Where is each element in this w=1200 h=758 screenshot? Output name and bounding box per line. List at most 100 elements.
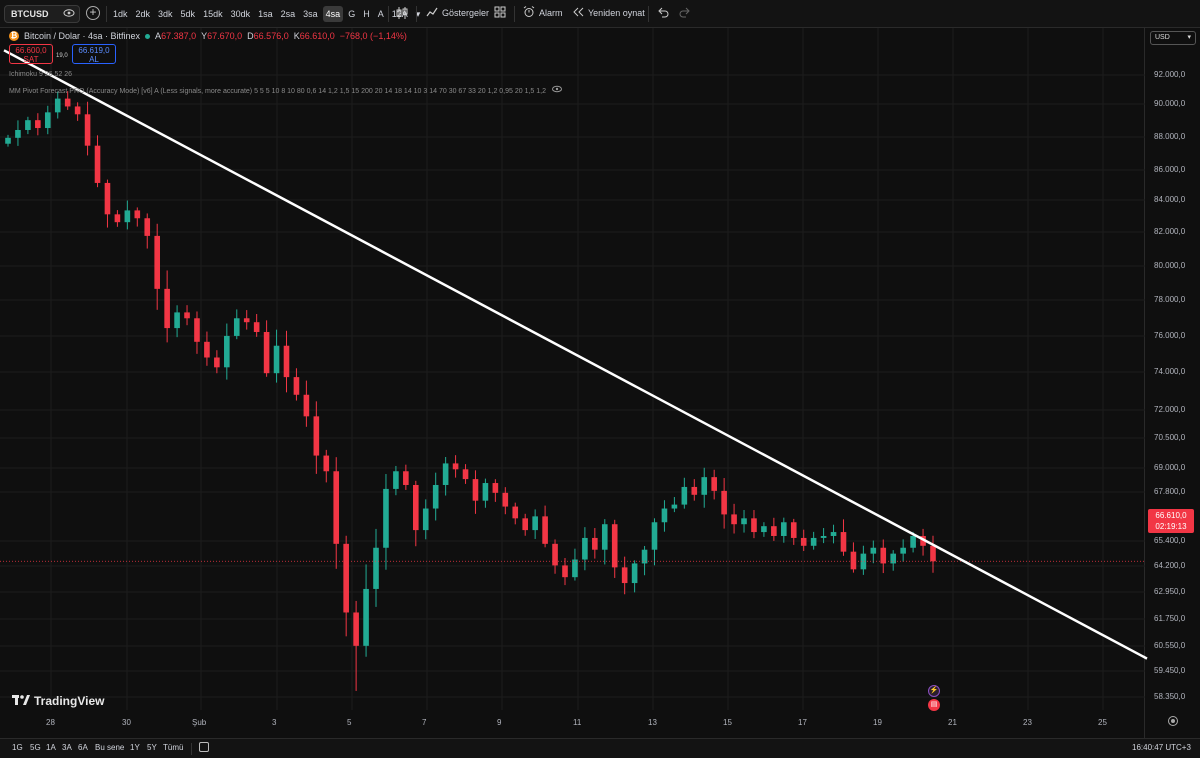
candle-body (800, 537, 807, 546)
indicator-pivot-forecast[interactable]: MM Pivot Forecast PRO (Accuracy Mode) [v… (9, 85, 562, 95)
candle-body (701, 477, 708, 495)
candle-body (64, 98, 71, 107)
price-tick-label: 59.450,0 (1154, 666, 1186, 675)
eye-icon[interactable] (63, 8, 75, 20)
interval-A[interactable]: A (377, 9, 384, 19)
interval-3dk[interactable]: 3dk (158, 9, 173, 19)
close-key: K (293, 31, 300, 41)
candle-body (353, 612, 359, 646)
candle-body (761, 526, 767, 533)
open-key: A (155, 31, 162, 41)
indicators-button[interactable]: Göstergeler (442, 8, 490, 18)
candle-body (74, 106, 81, 115)
range-3[interactable]: 3A (62, 743, 72, 752)
interval-dropdown-icon[interactable]: ▾ (415, 8, 421, 19)
interval-G[interactable]: G (348, 9, 356, 19)
candle-body (880, 547, 887, 564)
range-6[interactable]: 1Y (130, 743, 140, 752)
interval-2dk[interactable]: 2dk (135, 9, 151, 19)
interval-30dk[interactable]: 30dk (230, 9, 251, 19)
candle-body (442, 463, 449, 485)
indicator-ichimoku[interactable]: Ichimoku 9 26 52 26 (9, 71, 73, 78)
interval-1sa[interactable]: 1sa (258, 9, 273, 19)
candle-body (671, 504, 678, 509)
range-2[interactable]: 1A (46, 743, 56, 752)
eye-icon[interactable] (551, 85, 562, 95)
time-tick-label: 23 (1023, 718, 1032, 727)
range-5[interactable]: Bu sene (95, 743, 125, 752)
price-tick-label: 76.000,0 (1154, 331, 1186, 340)
date-range-icon[interactable] (199, 742, 209, 752)
interval-5dk[interactable]: 5dk (180, 9, 196, 19)
candle-body (273, 345, 280, 374)
candle-body (54, 98, 61, 113)
interval-2sa[interactable]: 2sa (280, 9, 296, 19)
us-economic-event-icon[interactable]: ▤ (928, 699, 940, 711)
range-4[interactable]: 6A (78, 743, 88, 752)
add-symbol-icon[interactable]: + (86, 6, 100, 20)
interval-H[interactable]: H (363, 9, 370, 19)
candle-type-icon[interactable] (394, 6, 410, 22)
redo-icon[interactable] (677, 6, 693, 22)
interval-15dk[interactable]: 15dk (203, 9, 223, 19)
legend-title[interactable]: Bitcoin / Dolar · 4sa · Bitfinex (24, 31, 141, 41)
time-tick-label: 30 (122, 718, 131, 727)
candle-body (253, 322, 260, 333)
buy-button[interactable]: 66.619,0 AL (72, 44, 116, 64)
candle-body (661, 508, 668, 523)
candle-body (393, 471, 399, 489)
candle-body (562, 565, 568, 578)
candle-body (532, 516, 538, 531)
interval-list: 1dk 2dk 3dk 5dk 15dk 30dk 1sa 2sa 3sa 4sa G H A 12A ▾ (110, 0, 425, 28)
candle-body (114, 214, 121, 223)
go-to-realtime-icon[interactable] (1168, 716, 1178, 726)
interval-3sa[interactable]: 3sa (303, 9, 318, 19)
candle-body (830, 532, 837, 536)
time-tick-label: 7 (422, 718, 427, 727)
candle-body (621, 567, 628, 584)
bitcoin-logo-icon: ₿ (9, 31, 19, 41)
tradingview-logo[interactable]: TradingView (12, 694, 104, 708)
candle-body (810, 537, 817, 546)
price-scale[interactable] (1146, 28, 1200, 738)
currency-select[interactable]: USD ▾ (1150, 31, 1196, 45)
candle-body (104, 182, 111, 215)
undo-icon[interactable] (655, 6, 671, 22)
candle-body (462, 469, 469, 480)
interval-4sa[interactable]: 4sa (322, 6, 344, 22)
candle-body (860, 553, 867, 570)
symbol-search[interactable]: BTCUSD (4, 5, 80, 23)
candle-body (900, 547, 906, 554)
time-tick-label: 28 (46, 718, 55, 727)
price-tick-label: 88.000,0 (1154, 132, 1186, 141)
sell-button[interactable]: 66.600,0 SAT (9, 44, 53, 64)
alarm-icon[interactable] (521, 6, 537, 22)
interval-12A[interactable]: 12A (391, 9, 408, 19)
sell-label: SAT (23, 55, 39, 64)
candle-body (611, 524, 618, 568)
price-tick-label: 64.200,0 (1154, 561, 1186, 570)
tradingview-wordmark: TradingView (34, 694, 105, 708)
toolbar-divider (416, 6, 417, 22)
candle-body (820, 535, 827, 538)
interval-1dk[interactable]: 1dk (113, 9, 128, 19)
candle-body (512, 506, 519, 519)
range-0[interactable]: 1G (12, 743, 23, 752)
candle-body (542, 516, 548, 544)
clock[interactable]: 16:40:47 UTC+3 (1132, 743, 1191, 752)
layouts-icon[interactable] (492, 6, 508, 22)
range-8[interactable]: Tümü (163, 743, 184, 752)
price-tick-label: 58.350,0 (1154, 692, 1186, 701)
currency-label: USD (1155, 34, 1170, 41)
range-1[interactable]: 5G (30, 743, 41, 752)
price-tick-label: 84.000,0 (1154, 195, 1186, 204)
candle-body (790, 522, 797, 538)
range-7[interactable]: 5Y (147, 743, 157, 752)
replay-button[interactable]: Yeniden oynat (588, 8, 645, 18)
event-flash-icon[interactable]: ⚡ (928, 685, 940, 697)
chart-pane[interactable] (0, 28, 1145, 738)
alarm-button[interactable]: Alarm (539, 8, 563, 18)
indicators-icon[interactable] (424, 6, 440, 22)
replay-icon[interactable] (570, 6, 586, 22)
candle-body (741, 518, 747, 525)
